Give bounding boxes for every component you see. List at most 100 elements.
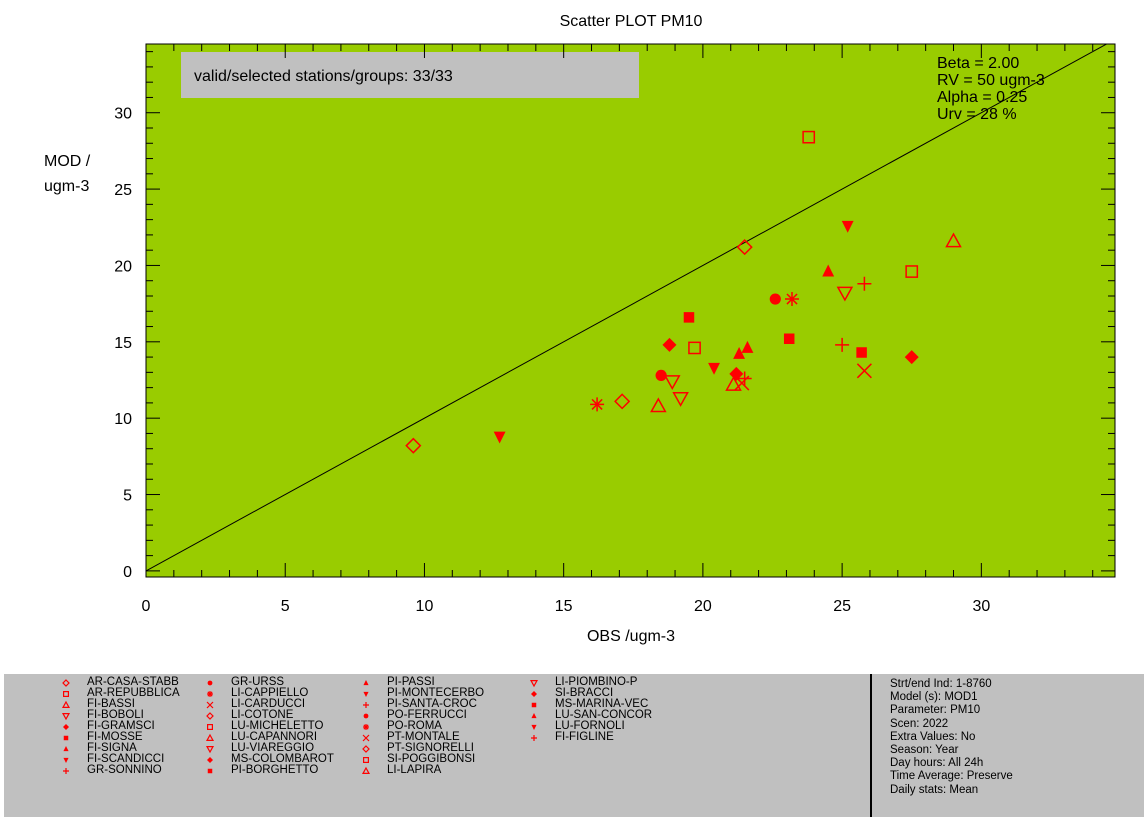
data-point-si-poggibonsi [905,265,919,278]
run-info-line: Model (s): MOD1 [890,691,978,704]
run-info: Strt/end Ind: 1-8760 Model (s): MOD1 Param… [890,678,1013,797]
data-point-fi-scandicci [841,220,854,233]
legend-marker-icon [62,690,70,698]
legend-marker-icon [207,691,213,697]
data-point-li-piombino-p [663,375,681,391]
data-point-lu-viareggio [672,391,689,407]
legend-label: PI-PASSI [387,676,435,688]
data-point-fi-mosse [683,312,695,323]
legend-label: PI-MONTECERBO [387,687,485,699]
legend-label: AR-CASA-STABB [87,676,179,688]
y-tick: 5 [123,488,1115,505]
legend-label: FI-BASSI [87,698,135,710]
y-tick-label: 10 [114,411,132,428]
data-point-ar-repubblica [802,130,816,144]
x-tick-label: 25 [833,598,851,615]
data-point-pi-montecerbo [493,431,506,444]
legend-label: MS-MARINA-VEC [555,698,649,710]
y-tick-label: 5 [123,488,132,505]
chart-title: Scatter PLOT PM10 [560,13,703,30]
selection-note-box [181,52,639,98]
data-point-li-cotone [405,437,422,454]
y-tick: 15 [114,335,1115,352]
legend-label: FI-MOSSE [87,731,143,743]
legend-label: PI-BORGHETTO [231,764,319,776]
legend-marker-icon [531,724,537,730]
run-info-line: Strt/end Ind: 1-8760 [890,678,992,690]
data-point-gr-sonnino [835,337,850,352]
x-tick: 15 [555,44,573,615]
legend-label: FI-SCANDICCI [87,753,165,765]
y-tick: 0 [123,564,1115,581]
y-tick-label: 0 [123,564,132,581]
legend-label: GR-URSS [231,676,285,688]
data-point-ms-colombarot [904,350,919,365]
x-tick: 25 [833,44,851,615]
data-point-po-ferrucci [769,293,781,305]
legend-marker-icon [529,679,539,688]
data-point-pi-santa-croc [857,276,872,291]
x-tick-label: 15 [555,598,573,615]
legend-marker-icon [361,766,371,775]
x-axis: 0 5 10 15 20 25 30 [142,44,1094,615]
data-point-fi-boboli [836,286,854,302]
y-tick-label: 30 [114,106,132,123]
legend-marker-icon [531,702,537,708]
legend-label: PI-SANTA-CROC [387,698,477,710]
data-point-li-cappiello [590,397,605,412]
legend-marker-icon [531,691,537,697]
legend-label: PT-MONTALE [387,731,460,743]
legend-marker-icon [62,679,70,687]
y-tick: 25 [114,182,1115,199]
legend-marker-icon [207,757,213,763]
run-info-line: Scen: 2022 [890,717,949,730]
legend-marker-icon [205,733,215,742]
legend-marker-icon [63,735,69,741]
legend-marker-icon [363,680,369,686]
legend-marker-icon [205,745,215,754]
data-point-gr-urss [655,369,667,382]
parameter-line: RV = 50 ugm-3 [937,72,1045,89]
legend-label: LI-CAPPIELLO [231,687,309,699]
one-to-one-line [146,44,1108,572]
x-tick-label: 0 [142,598,151,615]
data-point-lu-fornoli [708,362,720,375]
data-point-pt-signorelli [614,393,631,410]
legend-label: LI-CARDUCCI [231,698,306,710]
run-info-line: Time Average: Preserve [890,770,1013,783]
y-axis-label: MOD / ugm-3 [44,153,95,195]
legend-marker-icon [63,757,69,763]
legend-marker-icon [363,702,369,708]
legend-label: GR-SONNINO [87,764,162,776]
plot-frame [145,43,1116,578]
run-info-line: Extra Values: No [890,730,976,743]
x-tick-label: 30 [972,598,990,615]
x-tick-label: 10 [416,598,434,615]
x-tick: 10 [416,44,434,615]
data-point-ms-marina-vec [856,347,867,358]
run-info-line: Day hours: All 24h [890,757,984,770]
legend-label: SI-BRACCI [555,687,614,699]
data-point-li-lapira [725,376,742,391]
legend-label: LI-COTONE [231,709,294,721]
x-axis-label: OBS /ugm-3 [587,628,675,645]
legend-marker-icon [363,691,369,697]
legend-marker-icon [362,734,370,742]
data-point-fi-bassi [945,232,962,248]
legend-label: LU-SAN-CONCOR [555,709,653,721]
legend-marker-icon [363,724,369,730]
parameter-line: Urv = 28 % [937,106,1017,123]
legend-marker-icon [63,724,69,730]
legend-label: LU-CAPANNORI [231,731,318,743]
legend-label: PO-ROMA [387,720,442,732]
legend-marker-icon [362,745,370,753]
legend-divider [870,674,872,817]
legend-label: FI-BOBOLI [87,709,144,721]
x-tick-label: 20 [694,598,712,615]
run-info-line: Parameter: PM10 [890,704,981,717]
data-point-li-carducci [856,363,872,379]
data-point-si-bracci [729,366,744,381]
data-point-fi-gramsci [662,337,677,352]
legend-label: AR-REPUBBLICA [87,687,180,699]
